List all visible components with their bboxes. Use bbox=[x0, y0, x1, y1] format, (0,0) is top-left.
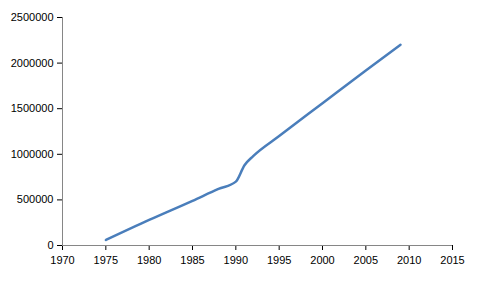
svg-text:1500000: 1500000 bbox=[11, 102, 54, 114]
svg-text:1970: 1970 bbox=[50, 254, 74, 266]
svg-text:1975: 1975 bbox=[94, 254, 118, 266]
svg-text:2015: 2015 bbox=[440, 254, 464, 266]
svg-text:1995: 1995 bbox=[267, 254, 291, 266]
svg-text:1980: 1980 bbox=[137, 254, 161, 266]
svg-text:2010: 2010 bbox=[397, 254, 421, 266]
svg-text:0: 0 bbox=[47, 239, 53, 251]
svg-text:1985: 1985 bbox=[180, 254, 204, 266]
svg-text:500000: 500000 bbox=[17, 193, 54, 205]
svg-text:2500000: 2500000 bbox=[11, 11, 54, 23]
svg-text:1990: 1990 bbox=[224, 254, 248, 266]
svg-text:2005: 2005 bbox=[354, 254, 378, 266]
svg-text:2000: 2000 bbox=[310, 254, 334, 266]
svg-text:1000000: 1000000 bbox=[11, 148, 54, 160]
svg-text:2000000: 2000000 bbox=[11, 57, 54, 69]
